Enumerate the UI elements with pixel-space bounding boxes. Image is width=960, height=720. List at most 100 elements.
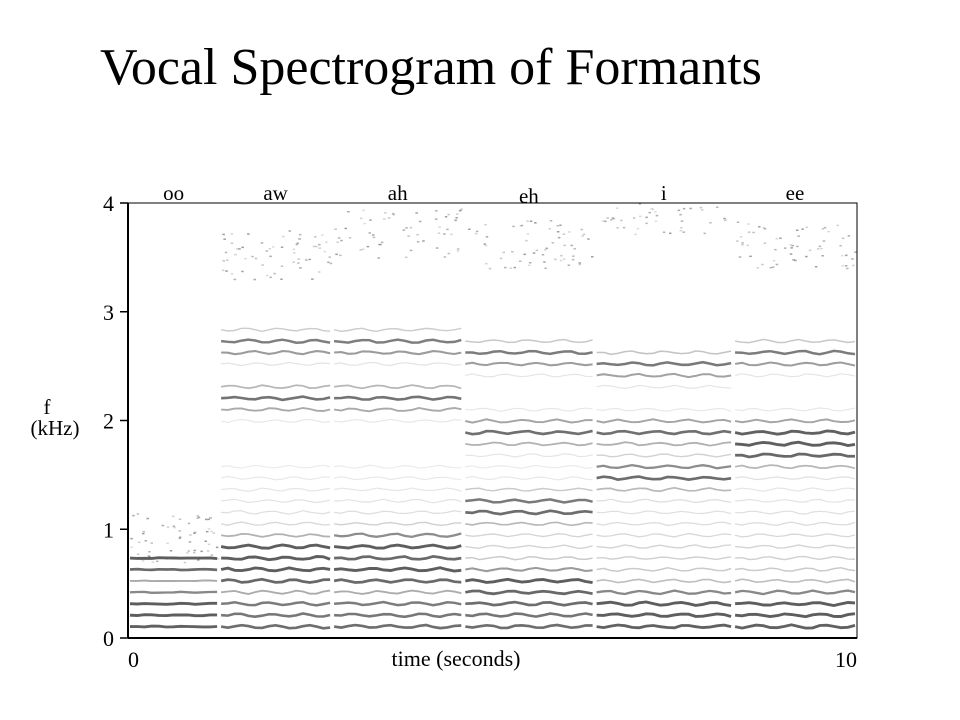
noise-speck bbox=[292, 248, 296, 251]
x-axis-label: time (seconds) bbox=[392, 646, 521, 671]
harmonic-line bbox=[465, 453, 593, 458]
noise-speck bbox=[769, 266, 773, 269]
noise-speck bbox=[601, 220, 605, 222]
noise-speck bbox=[268, 248, 272, 250]
noise-speck bbox=[716, 206, 719, 208]
noise-speck bbox=[632, 217, 636, 219]
noise-speck bbox=[172, 515, 175, 518]
vowel-label: i bbox=[661, 181, 667, 205]
noise-speck bbox=[763, 228, 767, 230]
noise-speck bbox=[148, 555, 151, 558]
harmonic-line bbox=[596, 556, 732, 561]
noise-speck bbox=[525, 239, 528, 242]
noise-speck bbox=[372, 236, 376, 239]
harmonic-line bbox=[596, 623, 732, 630]
noise-speck bbox=[207, 528, 211, 530]
noise-speck bbox=[790, 247, 793, 249]
harmonic-line bbox=[220, 533, 331, 538]
noise-speck bbox=[475, 230, 479, 233]
harmonic-line bbox=[333, 532, 462, 539]
noise-speck bbox=[130, 537, 133, 540]
noise-speck bbox=[147, 555, 151, 557]
noise-speck bbox=[165, 558, 168, 560]
noise-speck bbox=[852, 264, 855, 267]
noise-speck bbox=[280, 265, 284, 267]
noise-speck bbox=[186, 552, 189, 554]
noise-speck bbox=[269, 255, 272, 258]
noise-speck bbox=[567, 264, 571, 266]
noise-speck bbox=[543, 261, 546, 263]
noise-speck bbox=[775, 238, 779, 240]
harmonic-line bbox=[220, 521, 331, 526]
noise-speck bbox=[183, 561, 187, 564]
noise-speck bbox=[454, 219, 457, 222]
harmonic-line bbox=[465, 465, 593, 469]
noise-speck bbox=[560, 254, 563, 257]
noise-speck bbox=[146, 517, 149, 520]
noise-speck bbox=[438, 226, 441, 228]
harmonic-line bbox=[596, 475, 732, 481]
noise-speck bbox=[761, 263, 764, 266]
noise-speck bbox=[347, 211, 350, 213]
harmonic-line bbox=[333, 487, 462, 492]
noise-speck bbox=[526, 233, 530, 235]
noise-speck bbox=[532, 252, 536, 254]
noise-speck bbox=[292, 261, 295, 263]
noise-speck bbox=[273, 272, 276, 275]
noise-speck bbox=[271, 246, 275, 248]
noise-speck bbox=[450, 233, 453, 236]
harmonic-line bbox=[465, 509, 593, 516]
noise-speck bbox=[206, 550, 210, 552]
noise-speck bbox=[379, 243, 382, 246]
noise-speck bbox=[736, 221, 740, 223]
noise-speck bbox=[200, 550, 203, 553]
harmonic-line bbox=[130, 579, 218, 583]
noise-speck bbox=[484, 223, 487, 226]
noise-speck bbox=[821, 255, 824, 257]
noise-speck bbox=[554, 258, 557, 261]
y-tick-label: 4 bbox=[103, 191, 114, 216]
noise-speck bbox=[645, 222, 648, 225]
noise-speck bbox=[383, 218, 386, 220]
noise-speck bbox=[445, 228, 449, 231]
noise-speck bbox=[611, 217, 615, 219]
noise-speck bbox=[792, 259, 795, 261]
noise-speck bbox=[797, 235, 800, 237]
harmonic-line bbox=[596, 532, 732, 538]
noise-speck bbox=[318, 243, 321, 246]
harmonic-line bbox=[596, 372, 732, 379]
noise-speck bbox=[580, 228, 583, 231]
noise-speck bbox=[499, 257, 503, 260]
harmonic-line bbox=[465, 418, 593, 424]
harmonic-line bbox=[334, 510, 462, 515]
noise-speck bbox=[280, 246, 284, 248]
noise-speck bbox=[235, 248, 239, 250]
noise-speck bbox=[405, 256, 408, 259]
harmonic-line bbox=[220, 475, 331, 481]
harmonic-line bbox=[334, 612, 462, 619]
noise-speck bbox=[578, 262, 581, 264]
noise-speck bbox=[509, 267, 512, 269]
noise-speck bbox=[348, 237, 352, 239]
noise-speck bbox=[772, 260, 776, 262]
noise-speck bbox=[205, 518, 208, 521]
noise-speck bbox=[297, 262, 300, 264]
noise-speck bbox=[662, 231, 666, 233]
noise-speck bbox=[234, 253, 237, 256]
noise-speck bbox=[241, 246, 244, 249]
noise-speck bbox=[679, 229, 682, 232]
segment-ee bbox=[734, 221, 857, 630]
noise-speck bbox=[447, 252, 451, 255]
noise-speck bbox=[384, 212, 387, 214]
noise-speck bbox=[756, 267, 759, 269]
harmonic-line bbox=[220, 589, 331, 595]
noise-speck bbox=[571, 258, 575, 261]
noise-speck bbox=[295, 243, 299, 246]
harmonic-line bbox=[465, 521, 593, 527]
noise-speck bbox=[747, 231, 751, 233]
harmonic-line bbox=[596, 612, 732, 618]
harmonic-line bbox=[221, 464, 331, 469]
noise-speck bbox=[437, 232, 441, 234]
noise-speck bbox=[402, 229, 406, 231]
noise-speck bbox=[193, 552, 196, 554]
